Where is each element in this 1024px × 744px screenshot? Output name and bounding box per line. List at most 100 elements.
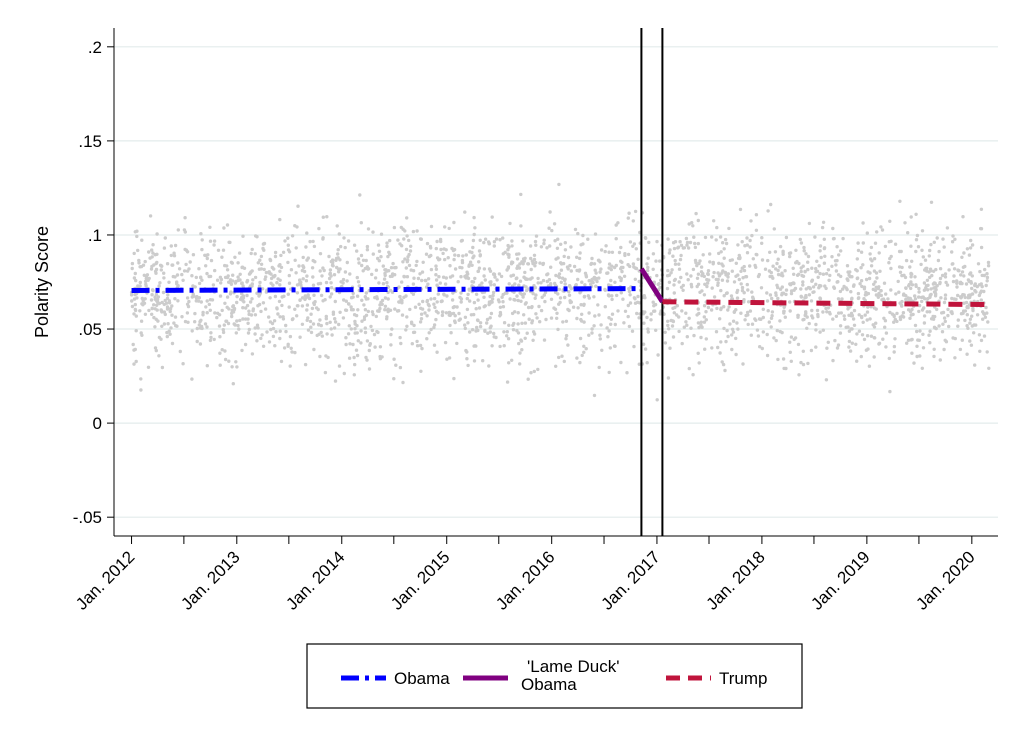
scatter-point xyxy=(782,366,786,371)
scatter-point xyxy=(625,371,629,375)
scatter-point xyxy=(942,316,947,320)
scatter-point xyxy=(819,255,823,260)
scatter-point xyxy=(696,351,700,355)
scatter-point xyxy=(481,359,485,363)
scatter-point xyxy=(460,258,465,263)
scatter-point xyxy=(199,275,203,280)
scatter-point xyxy=(225,305,229,309)
scatter-point xyxy=(965,324,969,328)
scatter-point xyxy=(593,268,597,272)
scatter-point xyxy=(723,237,728,242)
scatter-point xyxy=(781,252,785,256)
scatter-point xyxy=(632,344,636,349)
scatter-point xyxy=(364,313,369,317)
scatter-point xyxy=(170,263,174,267)
scatter-point xyxy=(218,351,222,355)
scatter-point xyxy=(183,247,187,252)
scatter-point xyxy=(304,296,308,300)
scatter-point xyxy=(330,263,335,267)
scatter-point xyxy=(781,357,786,361)
scatter-point xyxy=(554,273,558,278)
scatter-point xyxy=(568,300,573,305)
scatter-point xyxy=(716,345,720,350)
scatter-point xyxy=(824,378,829,382)
scatter-point xyxy=(134,314,138,318)
scatter-point xyxy=(170,341,175,346)
scatter-point xyxy=(517,341,521,346)
scatter-point xyxy=(485,321,489,325)
scatter-point xyxy=(472,215,476,220)
scatter-point xyxy=(831,317,835,321)
scatter-point xyxy=(838,289,843,294)
scatter-point xyxy=(839,274,843,279)
scatter-point xyxy=(969,343,974,347)
legend-label: Obama xyxy=(394,669,450,688)
scatter-point xyxy=(498,310,503,315)
scatter-point xyxy=(708,260,712,264)
scatter-point xyxy=(426,282,430,286)
scatter-point xyxy=(186,320,190,324)
scatter-point xyxy=(483,278,487,282)
scatter-point xyxy=(513,282,517,286)
scatter-point xyxy=(419,237,423,241)
scatter-point xyxy=(205,311,209,315)
scatter-point xyxy=(835,245,839,249)
scatter-point xyxy=(323,370,328,375)
scatter-point xyxy=(667,327,671,331)
scatter-point xyxy=(567,290,571,294)
scatter-point xyxy=(982,289,986,294)
scatter-point xyxy=(381,282,386,286)
scatter-point xyxy=(353,319,357,324)
scatter-point xyxy=(697,311,701,316)
scatter-point xyxy=(529,256,533,261)
scatter-point xyxy=(687,316,691,320)
scatter-point xyxy=(401,380,405,385)
scatter-point xyxy=(626,314,630,319)
scatter-point xyxy=(192,294,196,298)
scatter-point xyxy=(415,259,419,264)
scatter-point xyxy=(507,323,511,327)
scatter-point xyxy=(791,266,795,270)
scatter-point xyxy=(943,272,948,276)
scatter-point xyxy=(375,329,379,334)
scatter-point xyxy=(356,257,361,261)
scatter-point xyxy=(906,338,911,342)
scatter-point xyxy=(523,270,527,275)
scatter-point xyxy=(225,264,229,268)
scatter-point xyxy=(860,314,864,319)
scatter-point xyxy=(559,242,563,246)
scatter-point xyxy=(492,244,496,248)
scatter-point xyxy=(556,256,560,260)
scatter-point xyxy=(301,277,305,281)
scatter-point xyxy=(476,269,480,274)
scatter-point xyxy=(162,322,167,326)
scatter-point xyxy=(694,211,698,216)
scatter-point xyxy=(279,265,284,270)
scatter-point xyxy=(131,342,135,347)
scatter-point xyxy=(680,341,684,346)
scatter-point xyxy=(559,280,563,284)
scatter-point xyxy=(856,296,861,301)
scatter-point xyxy=(278,336,282,341)
scatter-point xyxy=(967,303,972,307)
scatter-point xyxy=(732,310,736,314)
scatter-point xyxy=(457,318,461,322)
scatter-point xyxy=(488,294,492,299)
scatter-point xyxy=(778,319,782,323)
scatter-point xyxy=(526,262,530,266)
scatter-point xyxy=(405,216,409,220)
scatter-point xyxy=(187,299,191,304)
scatter-point xyxy=(488,301,492,306)
scatter-point xyxy=(150,293,154,297)
scatter-point xyxy=(962,274,966,278)
scatter-point xyxy=(809,348,814,353)
scatter-point xyxy=(413,305,418,309)
scatter-point xyxy=(425,337,429,341)
scatter-point xyxy=(492,283,496,287)
scatter-point xyxy=(788,309,792,313)
scatter-point xyxy=(348,272,352,276)
scatter-point xyxy=(727,305,731,309)
scatter-point xyxy=(452,220,456,225)
scatter-point xyxy=(742,300,746,304)
scatter-point xyxy=(286,243,290,247)
